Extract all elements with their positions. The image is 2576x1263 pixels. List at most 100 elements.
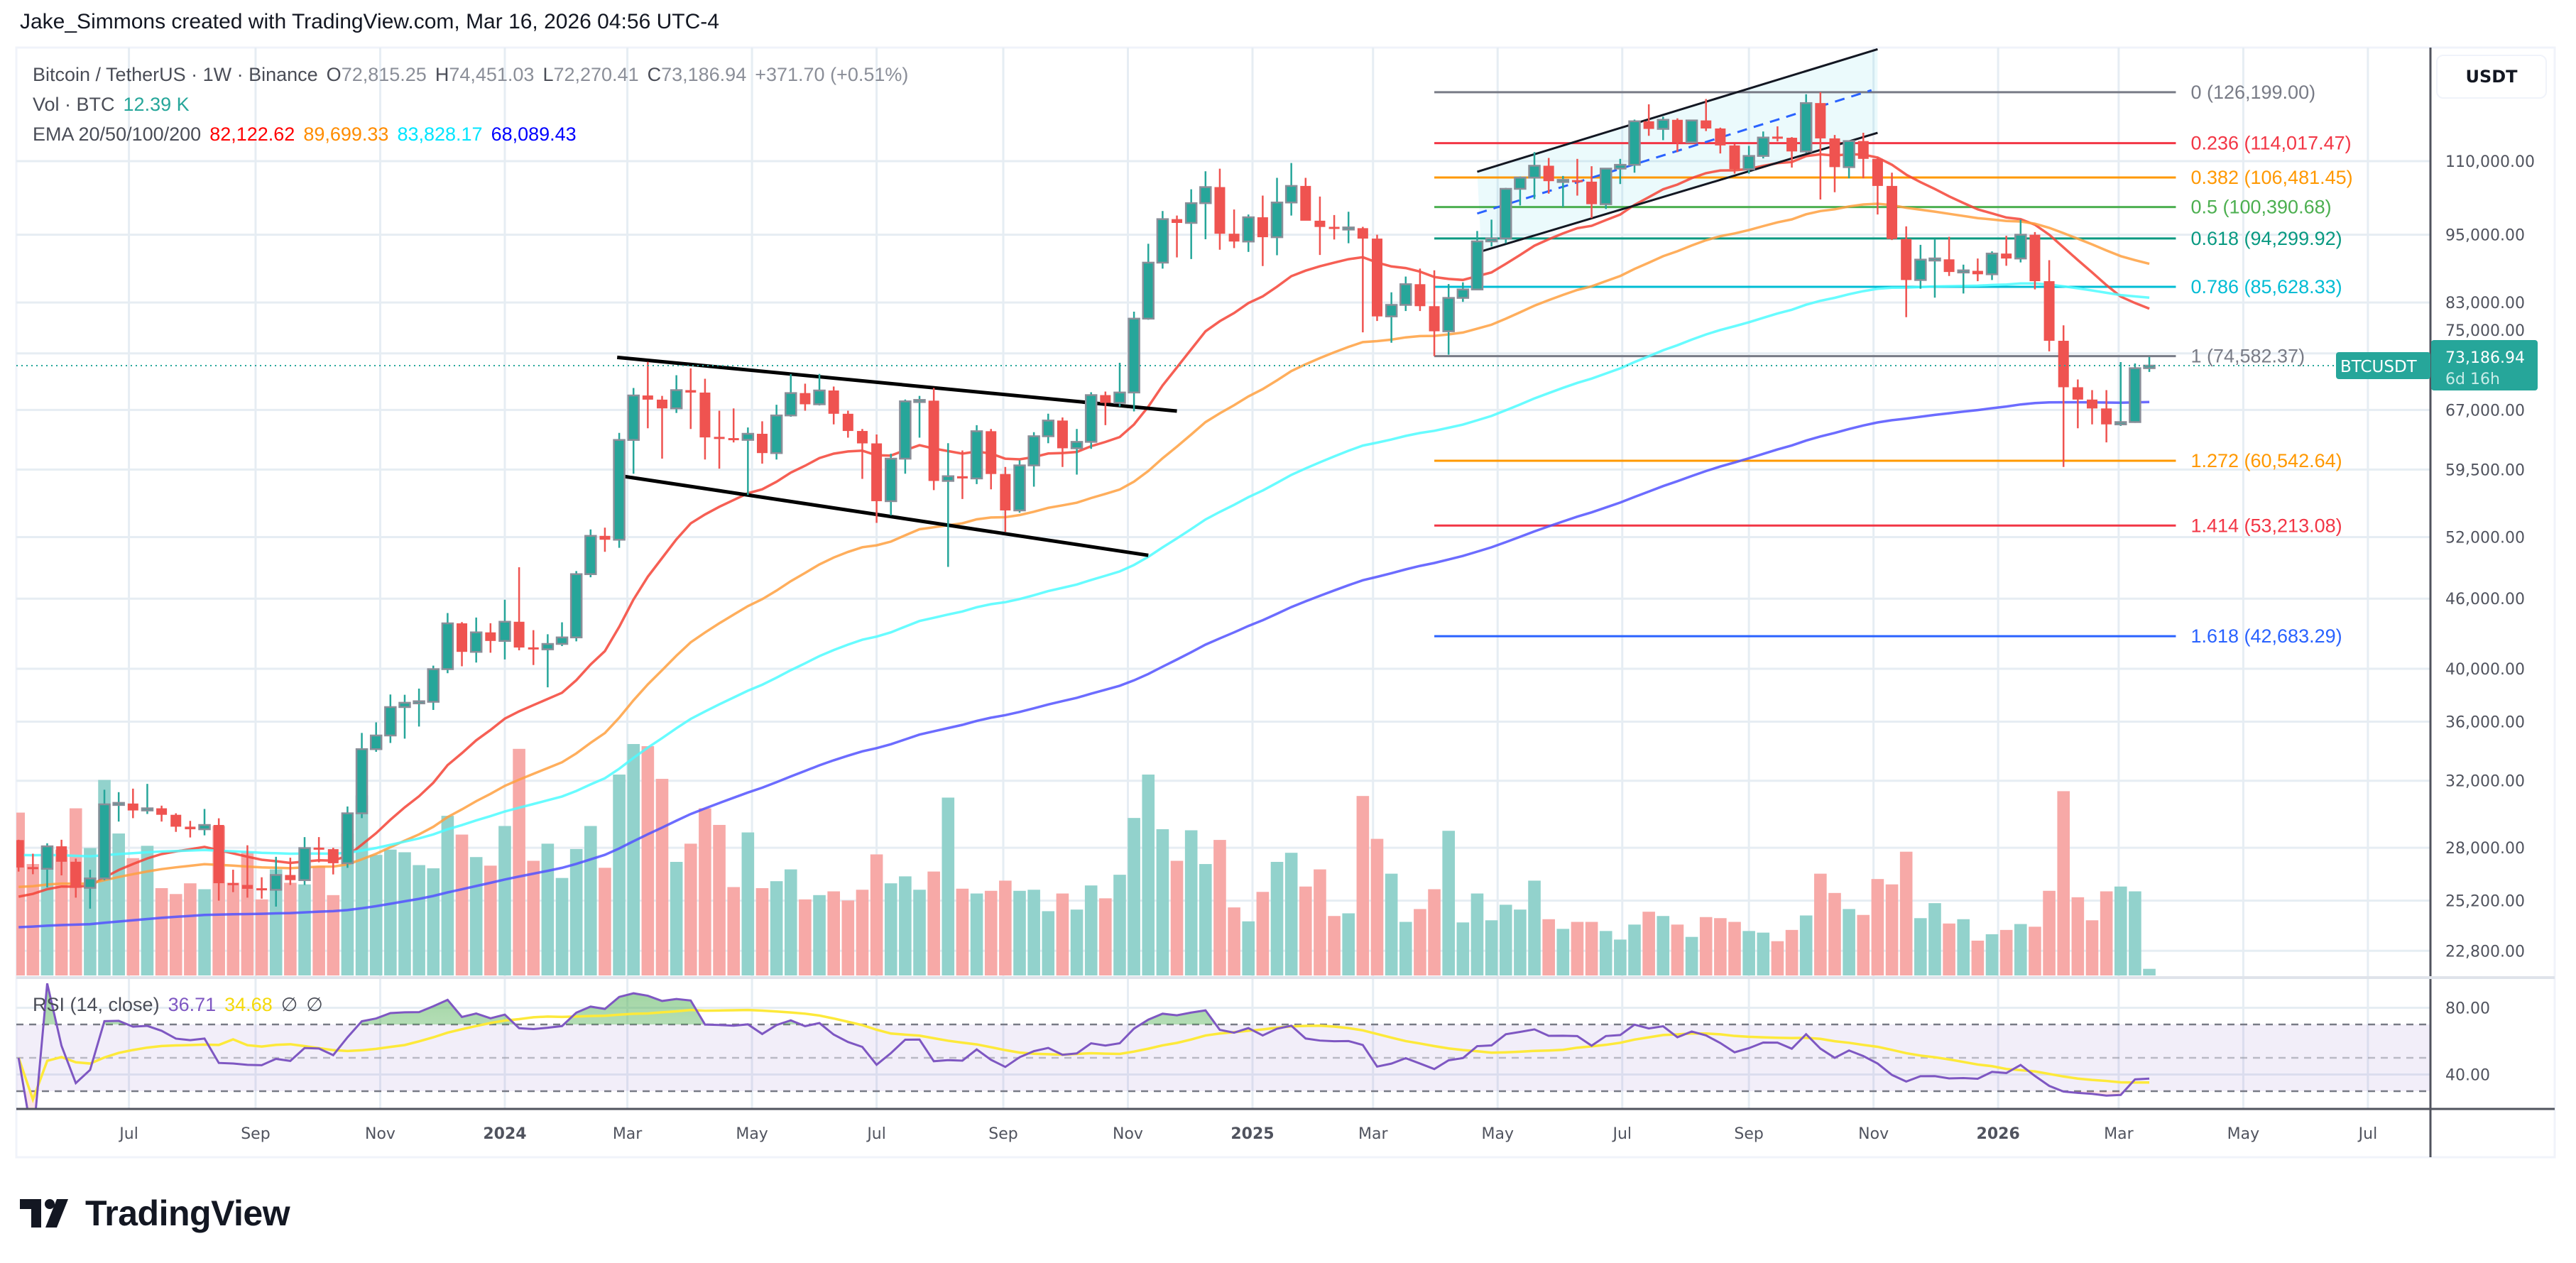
- candle[interactable]: [327, 848, 339, 875]
- symbol-legend[interactable]: Bitcoin / TetherUS · 1W · Binance O72,815…: [33, 64, 917, 86]
- candle[interactable]: [1528, 152, 1541, 199]
- candle[interactable]: [2014, 219, 2027, 263]
- candle[interactable]: [1429, 270, 1440, 356]
- candle[interactable]: [1470, 231, 1484, 290]
- candle[interactable]: [355, 733, 369, 819]
- candle[interactable]: [1027, 432, 1040, 487]
- candle[interactable]: [298, 837, 311, 885]
- candle[interactable]: [1843, 140, 1855, 179]
- candle[interactable]: [457, 622, 468, 667]
- candle[interactable]: [799, 383, 811, 411]
- candle[interactable]: [1799, 94, 1813, 153]
- candle[interactable]: [485, 623, 496, 653]
- candle[interactable]: [657, 395, 667, 459]
- candle[interactable]: [584, 529, 597, 578]
- candle[interactable]: [871, 434, 883, 523]
- candle[interactable]: [156, 805, 168, 822]
- candle[interactable]: [1113, 363, 1126, 407]
- candle[interactable]: [2114, 362, 2127, 426]
- candle[interactable]: [427, 665, 440, 710]
- main-pane[interactable]: 0 (126,199.00) 0.236 (114,017.47) 0.382 (1…: [12, 48, 2430, 975]
- current-price-tag[interactable]: 73,186.94 6d 16h: [2431, 339, 2538, 390]
- candle[interactable]: [98, 789, 111, 880]
- candle[interactable]: [828, 386, 839, 425]
- candle[interactable]: [498, 599, 511, 660]
- candle[interactable]: [1372, 234, 1382, 322]
- candle[interactable]: [369, 722, 383, 752]
- candle[interactable]: [728, 408, 739, 443]
- candle[interactable]: [1242, 214, 1255, 252]
- candle[interactable]: [1901, 226, 1912, 317]
- candle[interactable]: [1657, 116, 1670, 141]
- candle[interactable]: [2043, 260, 2055, 351]
- candle[interactable]: [627, 388, 640, 474]
- candle[interactable]: [241, 845, 253, 898]
- candle[interactable]: [1000, 466, 1011, 532]
- candle[interactable]: [1142, 244, 1155, 320]
- candle[interactable]: [1599, 168, 1612, 209]
- tradingview-logo[interactable]: TradingView: [20, 1193, 290, 1234]
- candle[interactable]: [741, 427, 755, 496]
- candle[interactable]: [756, 421, 768, 464]
- candle[interactable]: [112, 792, 125, 822]
- candle[interactable]: [1442, 284, 1455, 355]
- candle[interactable]: [928, 388, 939, 491]
- ema-legend[interactable]: EMA 20/50/100/200 82,122.62 89,699.33 83,82…: [33, 124, 585, 146]
- candle[interactable]: [127, 788, 138, 819]
- candle[interactable]: [441, 613, 454, 674]
- candle[interactable]: [413, 688, 425, 727]
- candle[interactable]: [670, 375, 683, 413]
- candle[interactable]: [1284, 163, 1298, 216]
- ema-label[interactable]: EMA 20/50/100/200: [33, 124, 202, 145]
- candle[interactable]: [27, 853, 38, 875]
- candle[interactable]: [398, 694, 411, 739]
- candle[interactable]: [1957, 264, 1970, 294]
- candle[interactable]: [813, 373, 826, 406]
- candle[interactable]: [1643, 104, 1654, 136]
- candle[interactable]: [1485, 219, 1498, 247]
- candle[interactable]: [785, 374, 797, 417]
- candle[interactable]: [313, 837, 324, 863]
- trendline-descending-upper[interactable]: [616, 355, 1177, 413]
- rsi-legend[interactable]: RSI (14, close) 36.71 34.68 ∅ ∅: [33, 994, 332, 1016]
- candle[interactable]: [1084, 392, 1098, 449]
- currency-selector[interactable]: USDT: [2436, 55, 2547, 99]
- candle[interactable]: [1357, 226, 1368, 333]
- candle[interactable]: [1100, 391, 1111, 425]
- candle[interactable]: [942, 443, 955, 567]
- candle[interactable]: [1571, 158, 1583, 196]
- candle[interactable]: [528, 630, 539, 665]
- rsi-label[interactable]: RSI (14, close): [33, 994, 160, 1015]
- candle[interactable]: [1701, 99, 1712, 131]
- candle[interactable]: [1742, 146, 1755, 174]
- candle[interactable]: [956, 450, 968, 499]
- volume-label[interactable]: Vol · BTC: [33, 94, 115, 115]
- candle[interactable]: [1586, 166, 1598, 219]
- candle[interactable]: [1128, 311, 1140, 412]
- candle[interactable]: [1414, 268, 1426, 312]
- candle[interactable]: [1671, 118, 1683, 153]
- candle[interactable]: [185, 821, 196, 838]
- candle[interactable]: [384, 694, 397, 743]
- candle[interactable]: [2072, 379, 2083, 429]
- candle[interactable]: [842, 410, 853, 438]
- candle[interactable]: [856, 429, 868, 479]
- candle[interactable]: [1715, 127, 1726, 154]
- candle[interactable]: [1786, 137, 1798, 168]
- candle[interactable]: [1156, 211, 1169, 269]
- candle[interactable]: [341, 806, 354, 868]
- candle[interactable]: [56, 839, 67, 876]
- candle[interactable]: [1543, 158, 1554, 194]
- trendline-descending-lower[interactable]: [623, 474, 1149, 557]
- trendline-channel-upper[interactable]: [1477, 48, 1878, 173]
- candle[interactable]: [1214, 168, 1226, 250]
- candle[interactable]: [1556, 175, 1570, 207]
- candle[interactable]: [1928, 239, 1941, 298]
- candle[interactable]: [970, 425, 983, 484]
- candle[interactable]: [1857, 133, 1869, 179]
- candle[interactable]: [13, 839, 24, 872]
- candle[interactable]: [1228, 209, 1240, 248]
- candle[interactable]: [1815, 92, 1826, 200]
- candle[interactable]: [642, 361, 653, 429]
